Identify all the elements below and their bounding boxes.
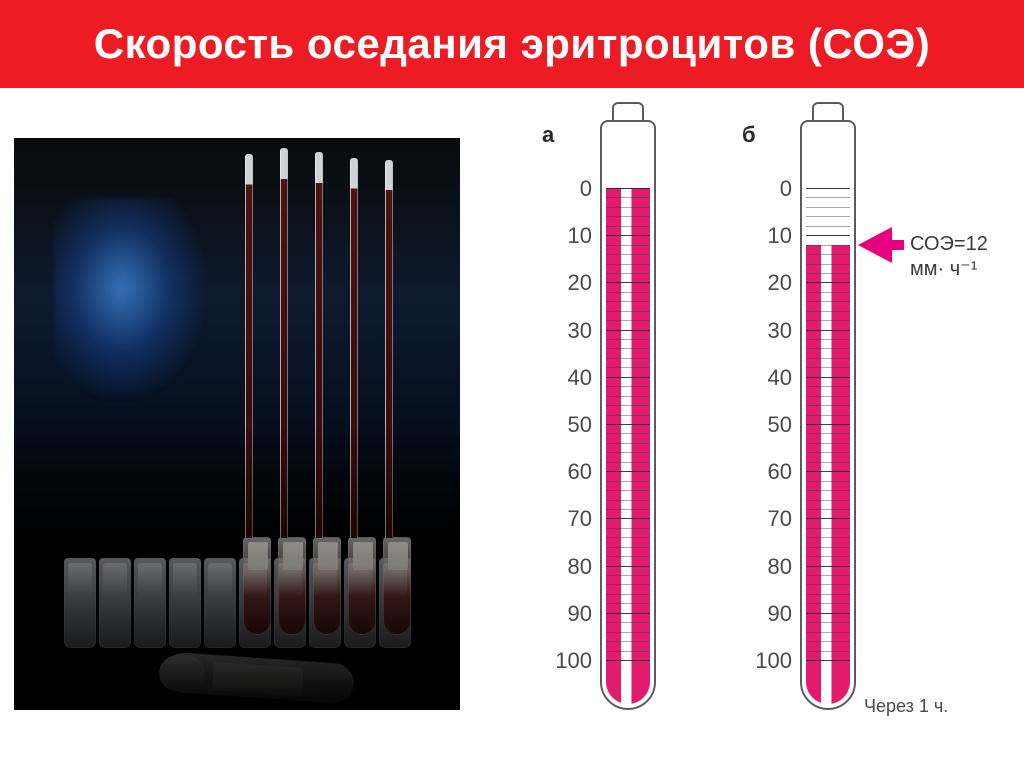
scale-tick-label: 100	[542, 648, 592, 674]
tube-a-fluid	[606, 188, 650, 704]
photo-panel	[14, 138, 460, 710]
scale-tick-label: 0	[742, 176, 792, 202]
scale-tick-label: 100	[742, 648, 792, 674]
scale-tick-label: 70	[742, 506, 792, 532]
tube-b-label: б	[742, 122, 756, 148]
scale-tick-label: 50	[742, 412, 792, 438]
scale-tick-label: 10	[742, 223, 792, 249]
photo-reflection	[14, 424, 460, 710]
scale-tick-label: 60	[542, 459, 592, 485]
scale-tick-label: 60	[742, 459, 792, 485]
scale-tick-label: 40	[542, 365, 592, 391]
tube-a-diagram	[600, 120, 656, 710]
esrate-pointer-stem	[890, 240, 904, 250]
photo-glow	[54, 198, 224, 398]
scale-tick-label: 20	[742, 270, 792, 296]
tube-b-diagram	[800, 120, 856, 710]
scale-tick-label: 30	[542, 318, 592, 344]
scale-tick-label: 10	[542, 223, 592, 249]
scale-tick-label: 50	[542, 412, 592, 438]
tube-b-fluid	[806, 245, 850, 704]
esrate-annotation: СОЭ=12 мм· ч⁻¹	[910, 233, 1024, 281]
tube-a-label: а	[542, 122, 554, 148]
scale-tick-label: 90	[542, 601, 592, 627]
scale-tick-label: 30	[742, 318, 792, 344]
scale-tick-label: 40	[742, 365, 792, 391]
scale-tick-label: 0	[542, 176, 592, 202]
scale-tick-label: 20	[542, 270, 592, 296]
page-title: Скорость оседания эритроцитов (СОЭ)	[94, 20, 930, 68]
title-bar: Скорость оседания эритроцитов (СОЭ)	[0, 0, 1024, 88]
scale-tick-label: 80	[542, 554, 592, 580]
scale-tick-label: 70	[542, 506, 592, 532]
esrate-pointer-arrow	[858, 227, 892, 263]
scale-tick-label: 90	[742, 601, 792, 627]
content-area: а 0 10 20 30 40 50 60 70 80 90 100 б 0 10 20 30 40 50 60…	[0, 88, 1024, 768]
tube-b-caption: Через 1 ч.	[864, 696, 948, 717]
scale-tick-label: 80	[742, 554, 792, 580]
